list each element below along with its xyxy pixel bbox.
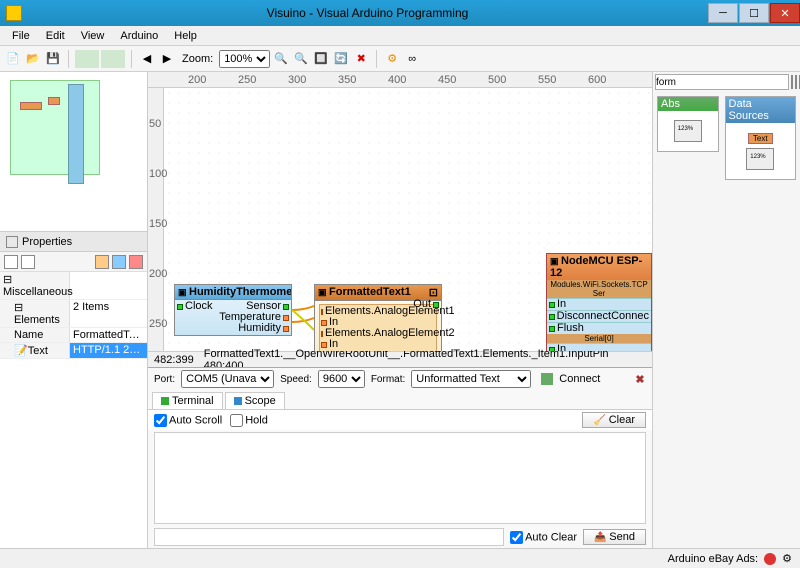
- tab-scope[interactable]: Scope: [225, 392, 285, 409]
- tool-green1[interactable]: [75, 50, 99, 68]
- canvas-area: 200250 300350 400450 500550 600 50100 15…: [148, 72, 652, 548]
- search-opt1-icon[interactable]: [795, 75, 797, 89]
- component-palette: Abs Data Sources Text: [653, 92, 800, 548]
- menu-file[interactable]: File: [4, 28, 38, 44]
- serial-input[interactable]: [154, 528, 504, 546]
- arduino-icon[interactable]: ∞: [403, 50, 421, 68]
- prop-btn-4[interactable]: [112, 255, 126, 269]
- gear-icon[interactable]: ⚙: [383, 50, 401, 68]
- prop-text-value[interactable]: HTTP/1.1 200 OK: [70, 343, 147, 358]
- main-toolbar: 📄 📂 💾 ◀ ▶ Zoom: 100% 🔍 🔍 🔲 🔄 ✖ ⚙ ∞: [0, 46, 800, 72]
- port-select[interactable]: COM5 (Unava: [181, 370, 274, 388]
- menu-edit[interactable]: Edit: [38, 28, 73, 44]
- ad-close-icon[interactable]: [764, 553, 776, 565]
- titlebar: Visuino - Visual Arduino Programming ─ ☐…: [0, 0, 800, 26]
- tool-green2[interactable]: [101, 50, 125, 68]
- new-button[interactable]: 📄: [4, 50, 22, 68]
- block-humidity[interactable]: ▣ HumidityThermometer1 Clock Sensor Temp…: [174, 284, 292, 336]
- speed-select[interactable]: 9600: [318, 370, 365, 388]
- zoom-in-icon[interactable]: 🔍: [272, 50, 290, 68]
- autoscroll-check[interactable]: Auto Scroll: [154, 414, 222, 427]
- menu-help[interactable]: Help: [166, 28, 205, 44]
- prop-btn-1[interactable]: [4, 255, 18, 269]
- zoom-select[interactable]: 100%: [219, 50, 270, 68]
- minimize-button[interactable]: ─: [708, 3, 738, 23]
- close-serial-icon[interactable]: ✖: [634, 373, 646, 385]
- right-panel: Abs Data Sources Text: [652, 72, 800, 548]
- properties-grid: ⊟ Miscellaneous ⊟ Elements2 Items NameFo…: [0, 272, 147, 548]
- send-button[interactable]: 📤 Send: [583, 529, 646, 545]
- tool-next[interactable]: ▶: [158, 50, 176, 68]
- statusbar: Arduino eBay Ads: ⚙: [0, 548, 800, 568]
- palette-item-abs[interactable]: Abs: [657, 96, 719, 152]
- prop-btn-2[interactable]: [21, 255, 35, 269]
- serial-panel: Port: COM5 (Unava Speed: 9600 Format: Un…: [148, 367, 652, 548]
- palette-item-datasources[interactable]: Data Sources Text: [725, 96, 796, 180]
- hold-check[interactable]: Hold: [230, 414, 268, 427]
- menu-arduino[interactable]: Arduino: [112, 28, 166, 44]
- search-input[interactable]: [655, 74, 789, 90]
- autoclear-check[interactable]: Auto Clear: [510, 531, 577, 544]
- block-formattedtext[interactable]: ▣ FormattedText1 ⊡ Out Elements.AnalogEl…: [314, 284, 442, 351]
- left-panel: Properties ⊟ Miscellaneous ⊟ Elements2 I…: [0, 72, 148, 548]
- zoom-label: Zoom:: [182, 53, 213, 65]
- menubar: File Edit View Arduino Help: [0, 26, 800, 46]
- clear-button[interactable]: 🧹 Clear: [582, 412, 646, 428]
- prop-btn-5[interactable]: [129, 255, 143, 269]
- design-canvas[interactable]: ▣ HumidityThermometer1 Clock Sensor Temp…: [164, 88, 652, 351]
- zoom-fit-icon[interactable]: 🔲: [312, 50, 330, 68]
- ruler-horizontal: 200250 300350 400450 500550 600: [148, 72, 652, 88]
- overview-panel[interactable]: [0, 72, 147, 232]
- ad-gear-icon[interactable]: ⚙: [782, 552, 792, 565]
- terminal-output: [154, 432, 646, 524]
- menu-view[interactable]: View: [73, 28, 113, 44]
- tab-terminal[interactable]: Terminal: [152, 392, 223, 409]
- app-icon: [6, 5, 22, 21]
- properties-tab[interactable]: Properties: [0, 232, 147, 252]
- delete-icon[interactable]: ✖: [352, 50, 370, 68]
- properties-toolbar: [0, 252, 147, 272]
- ruler-vertical: 50100 150200 250: [148, 88, 164, 351]
- refresh-icon[interactable]: 🔄: [332, 50, 350, 68]
- block-nodemcu[interactable]: ▣ NodeMCU ESP-12 Modules.WiFi.Sockets.TC…: [546, 253, 652, 351]
- connect-button[interactable]: Connect: [559, 373, 600, 385]
- save-button[interactable]: 💾: [44, 50, 62, 68]
- window-title: Visuino - Visual Arduino Programming: [28, 6, 707, 20]
- prop-btn-3[interactable]: [95, 255, 109, 269]
- tool-prev[interactable]: ◀: [138, 50, 156, 68]
- ads-label: Arduino eBay Ads:: [668, 553, 759, 565]
- connect-icon: [541, 373, 553, 385]
- close-button[interactable]: ✕: [770, 3, 800, 23]
- search-clear-icon[interactable]: [791, 75, 793, 89]
- canvas-status: 482:399FormattedText1.__OpenWireRootUnit…: [148, 351, 652, 367]
- format-select[interactable]: Unformatted Text: [411, 370, 531, 388]
- maximize-button[interactable]: ☐: [739, 3, 769, 23]
- zoom-out-icon[interactable]: 🔍: [292, 50, 310, 68]
- open-button[interactable]: 📂: [24, 50, 42, 68]
